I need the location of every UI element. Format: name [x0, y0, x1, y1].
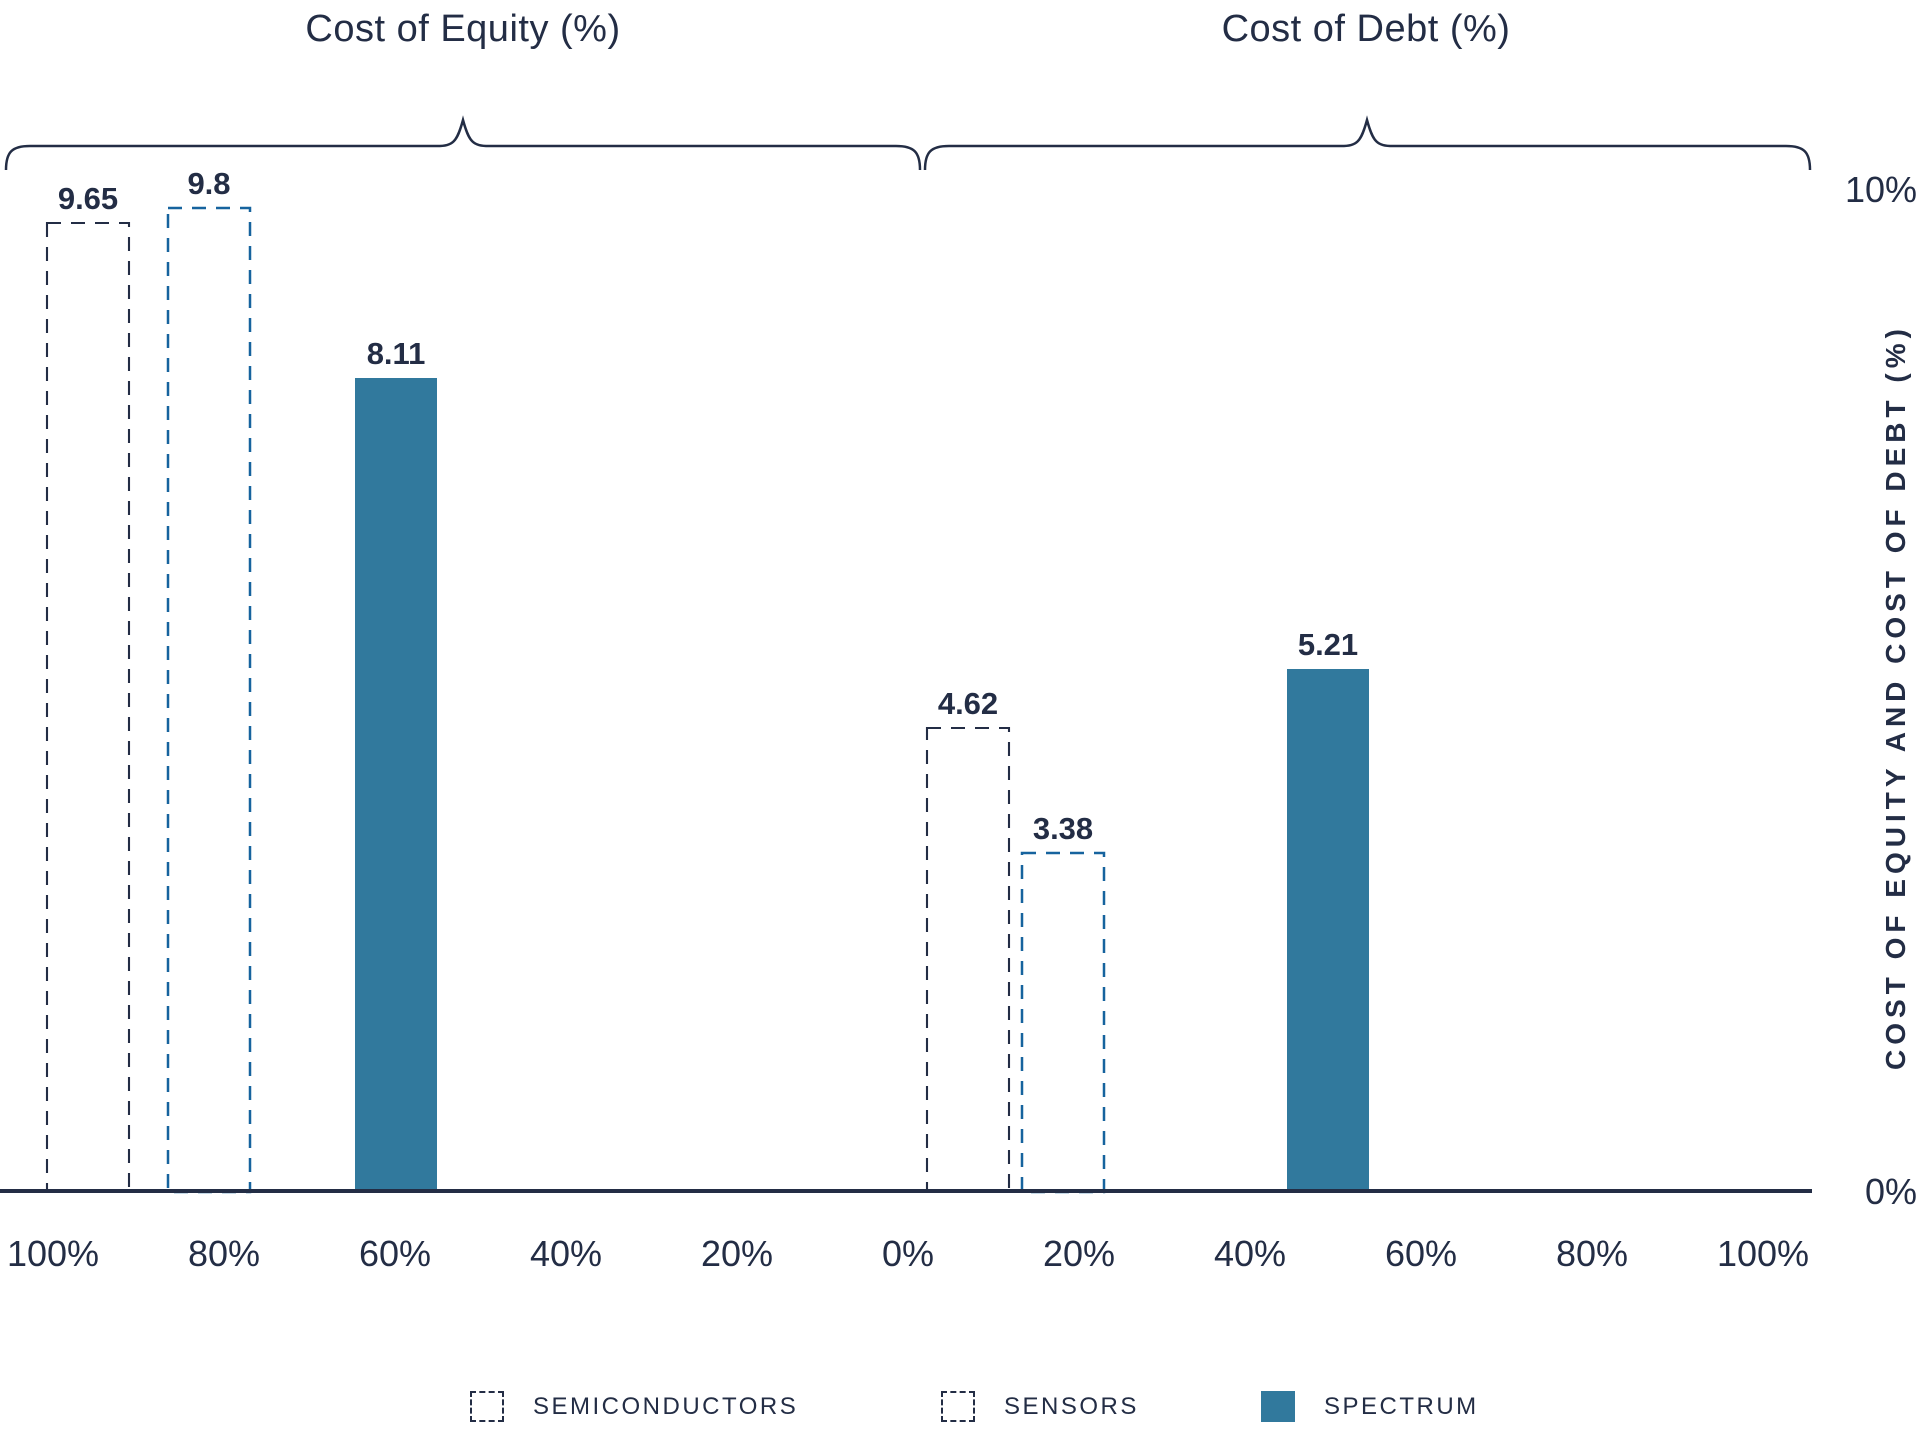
legend-swatch-sensors [941, 1391, 975, 1422]
group-braces [4, 115, 1812, 171]
x-axis-ticks: 100% 80% 60% 40% 20% 0% 20% 40% 60% 80% 100% [0, 1236, 1920, 1286]
bar-sensors [1020, 851, 1106, 1194]
x-tick-label: 100% [1716, 1233, 1810, 1274]
x-tick-label: 60% [1384, 1233, 1458, 1274]
bar-semiconductors [45, 221, 131, 1194]
bar-value-label: 9.65 [58, 181, 118, 216]
x-tick-label: 40% [1213, 1233, 1287, 1274]
y-axis-max-label: 10% [1845, 169, 1918, 210]
legend-label: SPECTRUM [1324, 1392, 1479, 1420]
legend-swatch-semiconductors [470, 1391, 504, 1422]
bar-value-label: 4.62 [938, 686, 998, 721]
group-title-cost-of-debt: Cost of Debt (%) [1221, 8, 1511, 50]
legend-item-sensors: SENSORS [941, 1391, 1139, 1422]
bar-sensors [166, 206, 252, 1194]
x-tick-label: 0% [881, 1233, 935, 1274]
x-tick-label: 20% [700, 1233, 774, 1274]
x-tick-label: 20% [1042, 1233, 1116, 1274]
group-title-cost-of-equity: Cost of Equity (%) [305, 8, 621, 50]
bar-spectrum [1287, 669, 1369, 1192]
brace-cost-of-debt [923, 115, 1812, 171]
x-tick-label: 80% [187, 1233, 261, 1274]
bar-value-label: 5.21 [1298, 627, 1358, 662]
y-axis-min-label: 0% [1865, 1171, 1918, 1212]
x-axis-line [0, 1189, 1812, 1193]
legend: SEMICONDUCTORS SENSORS SPECTRUM [0, 1391, 1920, 1435]
legend-item-spectrum: SPECTRUM [1261, 1391, 1479, 1422]
y-axis-title: COST OF EQUITY AND COST OF DEBT (%) [1880, 324, 1911, 1070]
legend-swatch-spectrum [1261, 1391, 1295, 1422]
brace-cost-of-equity [4, 115, 922, 171]
x-tick-label: 100% [6, 1233, 100, 1274]
bar-semiconductors [925, 726, 1011, 1194]
x-tick-label: 60% [358, 1233, 432, 1274]
bar-value-label: 3.38 [1033, 811, 1093, 846]
legend-label: SEMICONDUCTORS [533, 1392, 799, 1420]
legend-label: SENSORS [1004, 1392, 1139, 1420]
x-tick-label: 40% [529, 1233, 603, 1274]
x-tick-label: 80% [1555, 1233, 1629, 1274]
bar-spectrum [355, 378, 437, 1192]
legend-item-semiconductors: SEMICONDUCTORS [470, 1391, 798, 1422]
bar-value-label: 8.11 [367, 336, 426, 371]
bar-value-label: 9.8 [187, 166, 230, 201]
